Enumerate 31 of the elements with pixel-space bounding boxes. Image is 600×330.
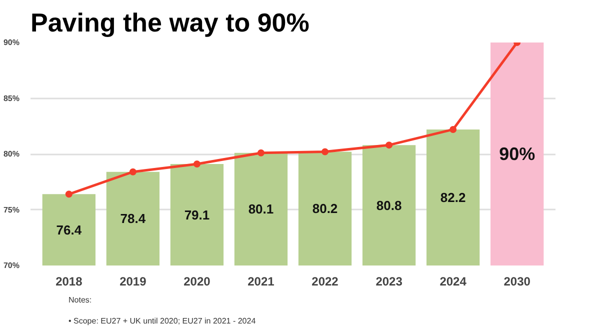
x-tick-label: 2020 [184,274,211,288]
y-tick-label: 75% [3,205,20,214]
data-label: 79.1 [184,207,210,222]
x-tick-label: 2024 [440,274,467,288]
point [322,148,329,156]
x-tick-label: 2030 [504,274,531,288]
point [257,149,264,156]
data-label: 76.4 [56,222,82,238]
data-label: 80.1 [248,202,274,217]
x-tick-label: 2018 [56,274,83,288]
y-tick-label: 80% [3,150,20,158]
data-label: 90% [499,144,536,164]
x-tick-label: 2022 [312,274,339,288]
data-label: 78.4 [120,211,146,226]
x-tick-label: 2019 [120,274,147,288]
x-tick-label: 2023 [376,274,403,288]
y-tick-label: 70% [3,261,20,270]
data-label: 82.2 [440,190,466,205]
y-tick-label: 85% [3,94,20,103]
text: Notes: [68,296,92,304]
chart-title: Paving the way to 90% [30,8,310,38]
data-label: 80.8 [376,198,402,213]
point [65,190,72,198]
point [129,168,136,176]
point [193,160,200,168]
point [386,142,393,149]
text: • Scope: EU27 + UK until 2020; EU27 in 2021 - 2024 [68,316,256,326]
data-label: 80.2 [312,201,338,216]
x-tick-label: 2021 [248,274,275,288]
y-tick-label: 90% [3,38,20,47]
point [450,126,457,133]
